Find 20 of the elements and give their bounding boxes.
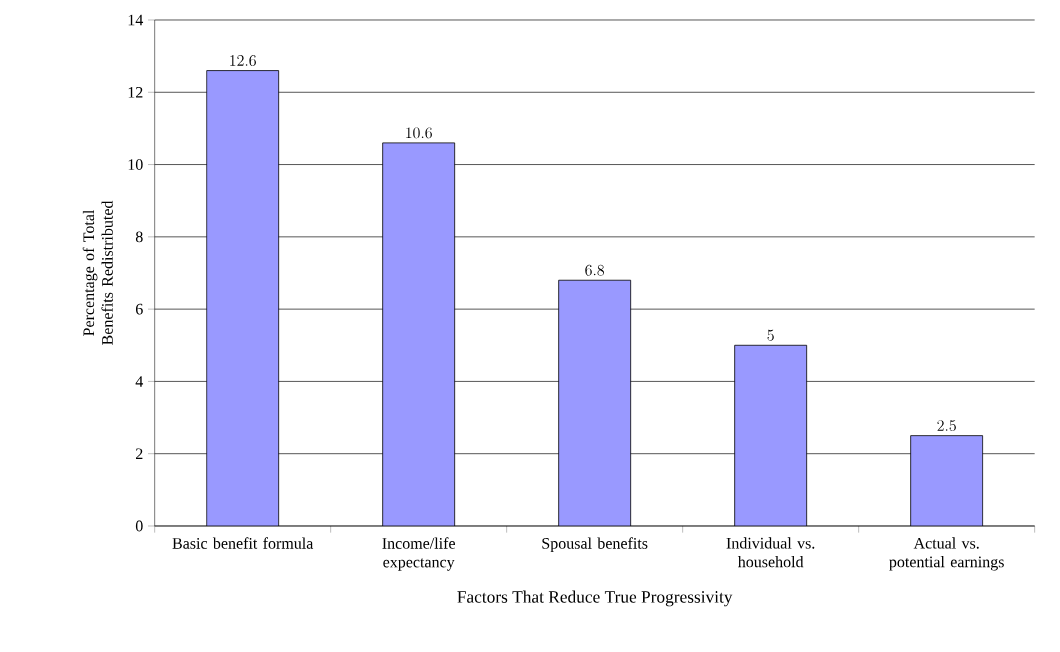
y-tick-label: 2 xyxy=(136,448,143,459)
y-tick-label: 0 xyxy=(135,520,143,532)
x-tick-label: Income/life expectancy xyxy=(382,537,455,571)
data-label: 12.6 xyxy=(230,55,256,67)
data-label: 6.8 xyxy=(585,264,605,276)
y-tick-label: 4 xyxy=(135,376,144,387)
x-tick-label: Basic benefit formula xyxy=(172,537,314,549)
y-tick-label: 6 xyxy=(135,303,143,315)
x-axis-title: Factors That Reduce True Progressivity xyxy=(457,590,733,607)
x-tick-label: Individual vs. household xyxy=(726,537,815,568)
data-label: 5 xyxy=(767,329,774,341)
data-label: 10.6 xyxy=(406,127,432,139)
y-tick-label: 14 xyxy=(128,14,144,26)
y-tick-label: 8 xyxy=(135,231,143,243)
y-axis-title: Percentage of Total Benefits Redistributed xyxy=(82,200,113,345)
y-tick-label: 10 xyxy=(128,159,143,170)
x-tick-label: Actual vs. potential earnings xyxy=(889,537,1004,571)
x-tick-label: Spousal benefits xyxy=(542,537,648,553)
data-label: 2.5 xyxy=(937,420,956,432)
y-tick-label: 12 xyxy=(128,86,143,98)
